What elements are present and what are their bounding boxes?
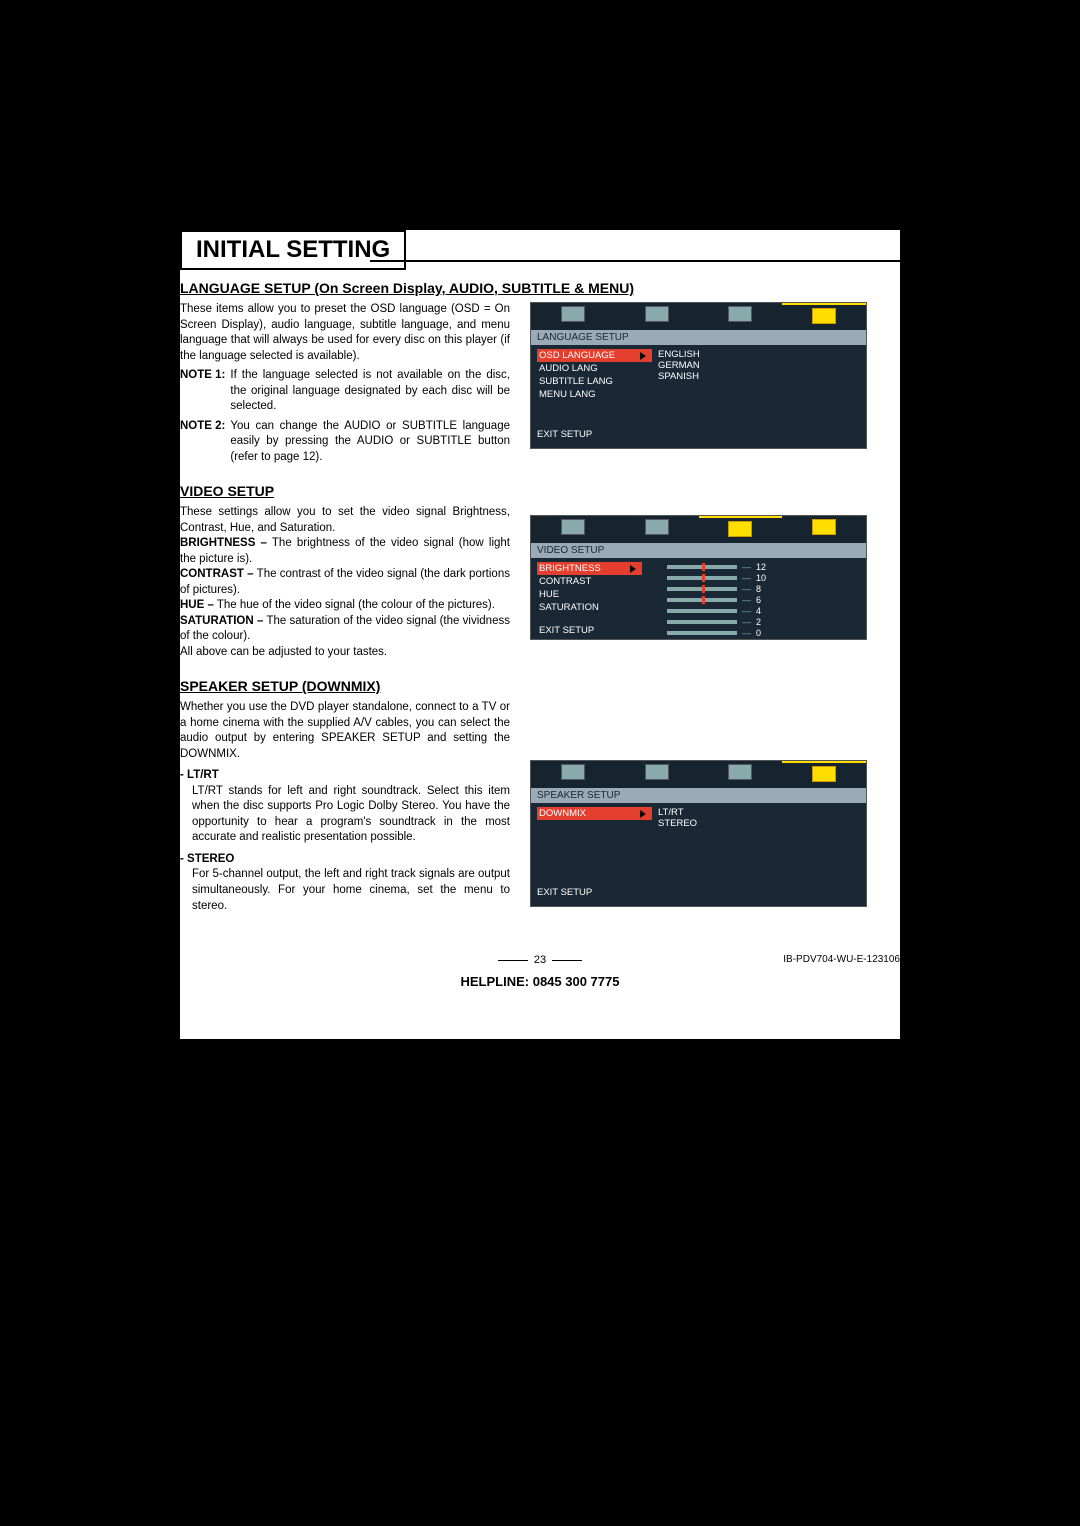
arrow-right-icon	[630, 565, 636, 573]
section2-outro: All above can be adjusted to your tastes…	[180, 645, 510, 661]
osd-title: VIDEO SETUP	[531, 543, 866, 558]
osd-tab-icon	[615, 516, 699, 543]
osd-title: LANGUAGE SETUP	[531, 330, 866, 345]
slider-row: —2	[667, 617, 774, 627]
brightness-label: BRIGHTNESS –	[180, 537, 267, 549]
note1-label: NOTE 1:	[180, 368, 225, 415]
arrow-right-icon	[640, 352, 646, 360]
stereo-label: - STEREO	[180, 853, 234, 865]
osd-tab-icon-selected	[782, 761, 866, 788]
page-number: 23	[534, 954, 546, 966]
ltrt-text: LT/RT stands for left and right soundtra…	[180, 784, 510, 846]
arrow-right-icon	[640, 810, 646, 818]
osd-title: SPEAKER SETUP	[531, 788, 866, 803]
slider-row: —4	[667, 606, 774, 616]
osd-item: SUBTITLE LANG	[537, 375, 652, 388]
title-rule	[370, 260, 900, 262]
osd-tab-icon-selected	[782, 303, 866, 330]
osd-item-hl: OSD LANGUAGE	[537, 349, 652, 362]
contrast-label: CONTRAST –	[180, 568, 254, 580]
osd-tab-icon-selected	[699, 516, 783, 543]
scale-val: 12	[756, 562, 774, 572]
osd-tab-icon	[699, 761, 783, 788]
osd-value: ENGLISH	[658, 349, 700, 360]
section3-heading: SPEAKER SETUP (DOWNMIX)	[180, 678, 900, 694]
saturation-label: SATURATION –	[180, 615, 263, 627]
scale-val: 8	[756, 584, 774, 594]
page-title: INITIAL SETTING	[180, 230, 406, 270]
footer-doc-id: IB-PDV704-WU-E-123106	[783, 954, 900, 965]
slider-row: —12	[667, 562, 774, 572]
osd-item-hl: BRIGHTNESS	[537, 562, 642, 575]
slider-row: —6	[667, 595, 774, 605]
slider-row: —0	[667, 628, 774, 638]
osd-speaker-setup: SPEAKER SETUP DOWNMIX LT/RT STEREO EXIT …	[530, 760, 867, 907]
osd-item: AUDIO LANG	[537, 362, 652, 375]
osd-tab-icon	[531, 761, 615, 788]
osd-value: LT/RT	[658, 807, 697, 818]
osd-tab-icon	[699, 303, 783, 330]
scale-val: 6	[756, 595, 774, 605]
osd-exit: EXIT SETUP	[537, 624, 642, 637]
hue-label: HUE –	[180, 599, 214, 611]
osd-value: STEREO	[658, 818, 697, 829]
osd-item-label: DOWNMIX	[539, 808, 586, 819]
osd-item: CONTRAST	[537, 575, 642, 588]
section3-intro: Whether you use the DVD player standalon…	[180, 700, 510, 762]
scale-val: 10	[756, 573, 774, 583]
osd-value: SPANISH	[658, 371, 700, 382]
osd-tab-icon	[782, 516, 866, 543]
note2-label: NOTE 2:	[180, 419, 225, 466]
osd-tab-icon	[615, 761, 699, 788]
note1-text: If the language selected is not availabl…	[230, 368, 510, 415]
osd-item: SATURATION	[537, 601, 642, 614]
osd-tab-icon	[615, 303, 699, 330]
footer-helpline: HELPLINE: 0845 300 7775	[180, 974, 900, 1039]
osd-item: HUE	[537, 588, 642, 601]
section2-intro: These settings allow you to set the vide…	[180, 505, 510, 536]
osd-language-setup: LANGUAGE SETUP OSD LANGUAGE AUDIO LANG S…	[530, 302, 867, 449]
scale-val: 0	[756, 628, 774, 638]
section2-heading: VIDEO SETUP	[180, 483, 900, 499]
osd-item: MENU LANG	[537, 388, 652, 401]
section1-intro: These items allow you to preset the OSD …	[180, 302, 510, 364]
stereo-text: For 5-channel output, the left and right…	[180, 867, 510, 914]
slider-row: —8	[667, 584, 774, 594]
osd-tab-icon	[531, 516, 615, 543]
osd-exit: EXIT SETUP	[531, 881, 866, 906]
osd-video-setup: VIDEO SETUP BRIGHTNESS CONTRAST HUE SATU…	[530, 515, 867, 640]
osd-value: GERMAN	[658, 360, 700, 371]
osd-item-hl: DOWNMIX	[537, 807, 652, 820]
ltrt-label: - LT/RT	[180, 769, 219, 781]
section1-heading: LANGUAGE SETUP (On Screen Display, AUDIO…	[180, 280, 900, 296]
slider-row: —10	[667, 573, 774, 583]
osd-exit: EXIT SETUP	[531, 423, 866, 448]
scale-val: 4	[756, 606, 774, 616]
osd-item-label: OSD LANGUAGE	[539, 350, 615, 361]
note2-text: You can change the AUDIO or SUBTITLE lan…	[230, 419, 510, 466]
scale-val: 2	[756, 617, 774, 627]
osd-item-label: BRIGHTNESS	[539, 563, 601, 574]
osd-tab-icon	[531, 303, 615, 330]
hue-text: The hue of the video signal (the colour …	[217, 599, 495, 611]
